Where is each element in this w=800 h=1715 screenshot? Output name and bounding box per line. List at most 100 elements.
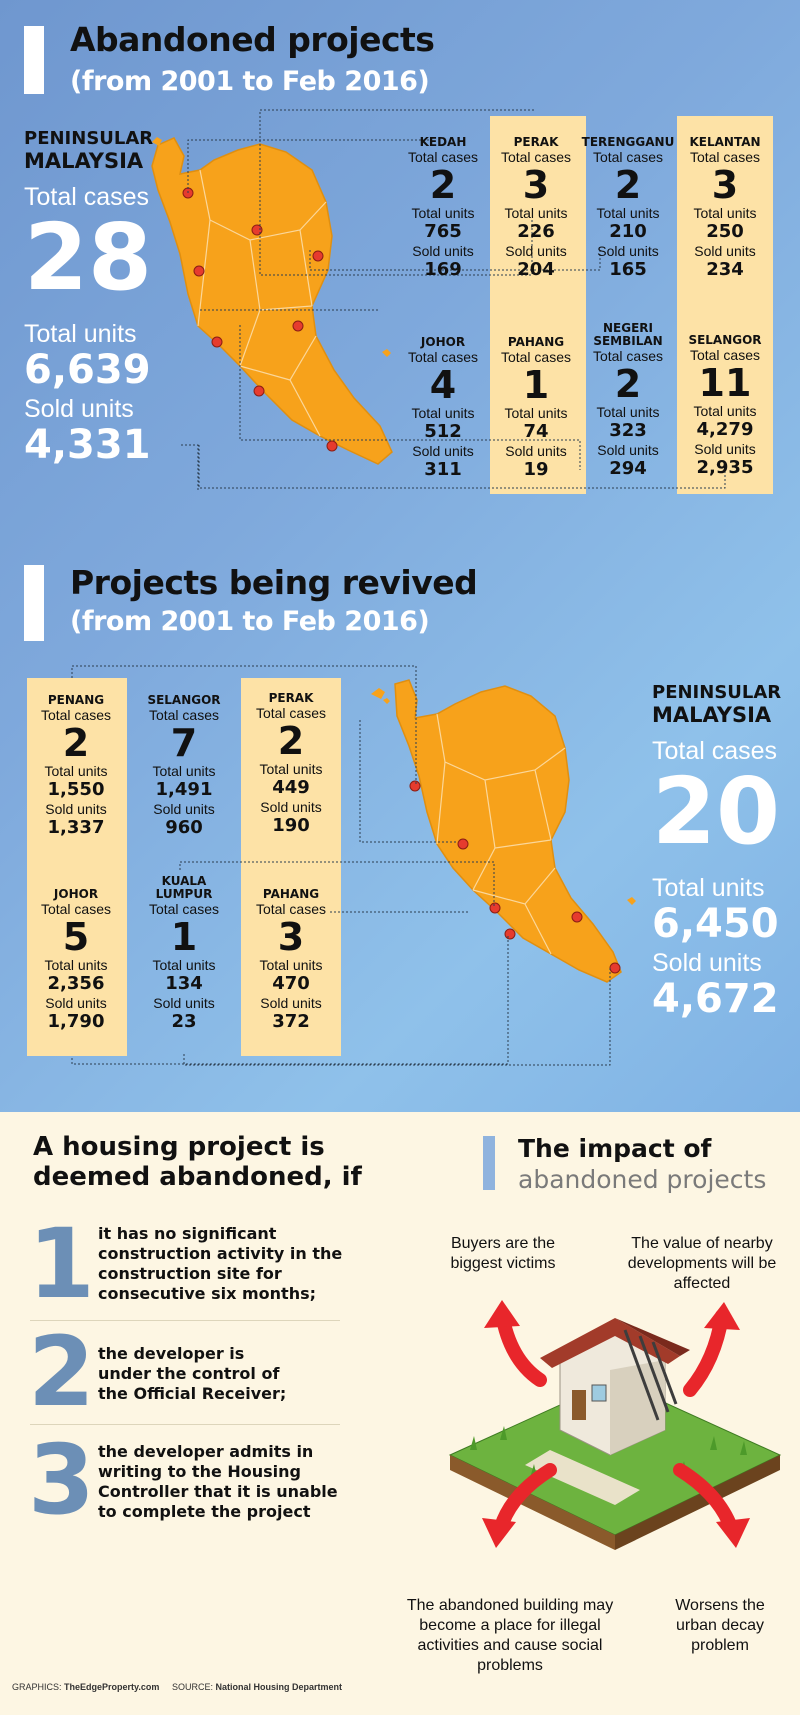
state-name: NEGERI SEMBILAN <box>593 321 663 348</box>
cases-value: 2 <box>62 721 90 765</box>
sold-value: 1,790 <box>47 1011 105 1032</box>
sold-label: Sold units <box>45 995 107 1011</box>
total-units-label: Total units <box>24 320 137 348</box>
cases-value: 2 <box>614 163 642 207</box>
sold-label: Sold units <box>260 799 322 815</box>
cases-label: Total cases <box>255 705 327 721</box>
criterion-number: 2 <box>28 1316 95 1428</box>
cases-label: Total cases <box>148 901 220 917</box>
section-marker-bar <box>24 565 44 641</box>
highlight-column <box>27 678 127 1056</box>
cases-value: 2 <box>429 163 457 207</box>
definition-title: A housing project is deemed abandoned, i… <box>33 1132 362 1192</box>
cases-label: Total cases <box>592 149 664 165</box>
state-name: PERAK <box>268 691 314 705</box>
region-label: PENINSULAR <box>652 682 782 703</box>
highlight-column <box>677 116 773 494</box>
units-label: Total units <box>259 761 323 777</box>
units-value: 250 <box>706 221 744 242</box>
units-label: Total units <box>504 205 568 221</box>
cases-value: 3 <box>277 915 305 959</box>
units-value: 134 <box>165 973 203 994</box>
highlight-column <box>490 116 586 494</box>
sold-label: Sold units <box>153 801 215 817</box>
state-stat-card: KELANTAN Total cases 3 Total units 250 S… <box>675 136 775 281</box>
source-credit-value: National Housing Department <box>215 1682 343 1692</box>
units-value: 1,550 <box>47 779 105 800</box>
units-value: 449 <box>272 777 310 798</box>
region-label: MALAYSIA <box>652 703 772 727</box>
units-value: 210 <box>609 221 647 242</box>
section-marker-bar <box>24 26 44 94</box>
sold-label: Sold units <box>45 801 107 817</box>
cases-label: Total cases <box>500 149 572 165</box>
total-cases-value: 20 <box>652 758 781 865</box>
state-name: JOHOR <box>420 335 466 349</box>
cases-value: 2 <box>277 719 305 763</box>
total-units-label: Total units <box>652 874 765 902</box>
cases-label: Total cases <box>40 901 112 917</box>
sold-label: Sold units <box>694 243 756 259</box>
total-units-value: 6,639 <box>24 347 151 393</box>
state-name: SELANGOR <box>688 333 762 347</box>
criterion-text: the developer admits in writing to the H… <box>98 1442 338 1521</box>
state-stat-card: SELANGOR Total cases 11 Total units 4,27… <box>675 334 775 479</box>
state-stat-card: PERAK Total cases 2 Total units 449 Sold… <box>241 692 341 837</box>
sold-value: 23 <box>171 1011 197 1032</box>
source-credit: SOURCE: National Housing Department <box>172 1682 342 1692</box>
state-stat-card: PENANG Total cases 2 Total units 1,550 S… <box>26 694 126 839</box>
criterion-number: 3 <box>28 1424 95 1536</box>
sold-label: Sold units <box>260 995 322 1011</box>
cases-label: Total cases <box>407 349 479 365</box>
units-label: Total units <box>44 957 108 973</box>
total-cases-label: Total cases <box>24 183 150 211</box>
impact-effect: Buyers are the biggest victims <box>450 1235 556 1272</box>
abandoned-title: Abandoned projects <box>70 20 435 59</box>
cases-value: 1 <box>170 915 198 959</box>
graphics-credit-value: TheEdgeProperty.com <box>64 1682 160 1692</box>
section-marker-bar <box>483 1136 495 1190</box>
criterion-text: the developer is under the control of th… <box>98 1344 287 1403</box>
sold-value: 234 <box>706 259 744 280</box>
sold-label: Sold units <box>694 441 756 457</box>
connector-lines <box>71 665 611 1066</box>
sold-label: Sold units <box>597 442 659 458</box>
units-value: 765 <box>424 221 462 242</box>
sold-units-value: 4,672 <box>652 976 779 1022</box>
state-stat-card: TERENGGANU Total cases 2 Total units 210… <box>578 136 678 281</box>
sold-label: Sold units <box>505 443 567 459</box>
revived-title: Projects being revived <box>70 563 478 602</box>
sold-value: 960 <box>165 817 203 838</box>
sold-label: Sold units <box>597 243 659 259</box>
cases-value: 11 <box>698 361 752 405</box>
cases-label: Total cases <box>148 707 220 723</box>
cases-label: Total cases <box>407 149 479 165</box>
sold-value: 165 <box>609 259 647 280</box>
cases-label: Total cases <box>689 347 761 363</box>
units-label: Total units <box>411 405 475 421</box>
sold-label: Sold units <box>412 243 474 259</box>
sold-units-label: Sold units <box>24 395 134 423</box>
criterion-text: it has no significant construction activ… <box>98 1224 343 1303</box>
sold-units-label: Sold units <box>652 949 762 977</box>
abandoned-house-illustration <box>448 1300 782 1550</box>
units-value: 226 <box>517 221 555 242</box>
state-stat-card: PAHANG Total cases 3 Total units 470 Sol… <box>241 888 341 1033</box>
sold-value: 169 <box>424 259 462 280</box>
criterion-number: 1 <box>28 1208 95 1320</box>
source-credit-label: SOURCE: <box>172 1682 214 1692</box>
units-value: 470 <box>272 973 310 994</box>
sold-value: 294 <box>609 458 647 479</box>
cases-value: 7 <box>170 721 198 765</box>
units-value: 323 <box>609 420 647 441</box>
units-value: 2,356 <box>47 973 105 994</box>
state-name: JOHOR <box>53 887 99 901</box>
state-name: KEDAH <box>419 135 467 149</box>
impact-effect: Worsens the urban decay problem <box>675 1597 765 1654</box>
cases-label: Total cases <box>40 707 112 723</box>
definition-title-line: deemed abandoned, if <box>33 1162 362 1192</box>
state-name: PAHANG <box>507 335 565 349</box>
state-name: SELANGOR <box>147 693 221 707</box>
sold-value: 1,337 <box>47 817 105 838</box>
state-stat-card: NEGERI SEMBILAN Total cases 2 Total unit… <box>578 322 678 480</box>
